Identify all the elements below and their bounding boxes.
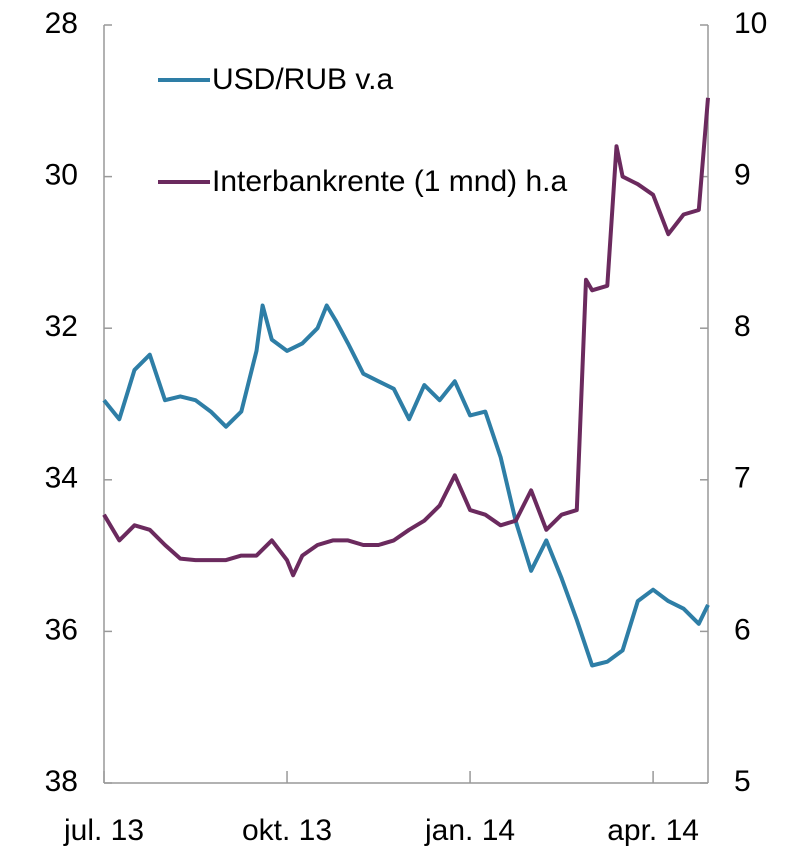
- x-tick-label: okt. 13: [242, 814, 332, 847]
- series-line: [102, 303, 710, 668]
- y-tick-label: 36: [45, 613, 78, 646]
- y2-tick-label: 6: [734, 613, 751, 646]
- x-tick-label: apr. 14: [607, 814, 699, 847]
- legend-label: USD/RUB v.a: [212, 63, 394, 96]
- y2-tick-label: 5: [734, 765, 751, 798]
- series-line: [102, 97, 710, 578]
- y2-tick-label: 7: [734, 462, 751, 495]
- y2-tick-label: 9: [734, 159, 751, 192]
- x-tick-label: jan. 14: [424, 814, 515, 847]
- y-tick-label: 38: [45, 765, 78, 798]
- y-tick-label: 32: [45, 310, 78, 343]
- y2-tick-label: 8: [734, 310, 751, 343]
- legend-label: Interbankrente (1 mnd) h.a: [212, 165, 568, 198]
- y-tick-label: 30: [45, 159, 78, 192]
- x-tick-label: jul. 13: [63, 814, 144, 847]
- y-tick-label: 34: [45, 462, 78, 495]
- y2-tick-label: 10: [734, 7, 767, 40]
- y-tick-label: 28: [45, 7, 78, 40]
